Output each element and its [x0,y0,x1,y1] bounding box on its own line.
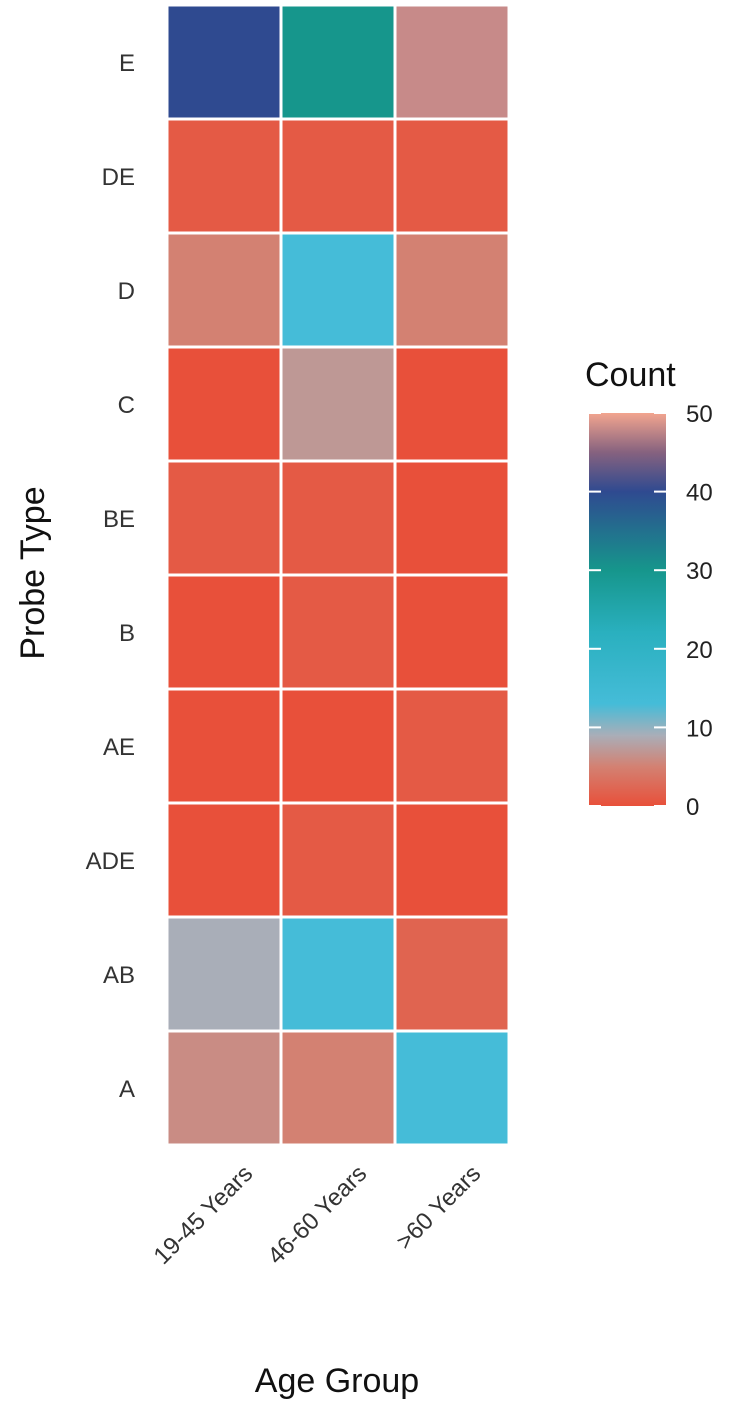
heatmap-cell [165,117,283,235]
legend-tick-label: 50 [686,401,713,428]
heatmap-cell [393,231,511,349]
color-legend: Count 0 10 20 30 40 50 [585,356,713,821]
heatmap-cell [279,687,397,805]
y-tick-label: BE [103,506,135,533]
legend-title: Count [585,356,676,394]
heatmap-cell [393,915,511,1033]
legend-tick-label: 20 [686,637,713,664]
y-tick-label: D [118,278,135,305]
legend-tick-label: 10 [686,715,713,742]
x-axis-title: Age Group [255,1362,419,1400]
y-tick-label: A [119,1076,135,1103]
heatmap-cell [165,345,283,463]
heatmap-cell [393,459,511,577]
heatmap-cell [279,117,397,235]
heatmap-cell [165,3,283,121]
heatmap-cell [165,801,283,919]
legend-tick-label: 0 [686,794,699,821]
heatmap-cell [279,345,397,463]
y-tick-label: B [119,620,135,647]
heatmap-cell [279,231,397,349]
heatmap-cell [393,573,511,691]
heatmap-cell [393,117,511,235]
x-tick-label: 46-60 Years [263,1160,373,1270]
heatmap-cell [393,345,511,463]
y-tick-label: C [118,392,135,419]
x-tick-labels: 19-45 Years 46-60 Years >60 Years [149,1160,487,1270]
heatmap-cell [165,573,283,691]
x-tick-label: 19-45 Years [149,1160,259,1270]
legend-tick-label: 30 [686,558,713,585]
y-tick-labels: E DE D C BE B AE ADE AB A [86,50,135,1103]
heatmap-cell [279,915,397,1033]
heatmap-cell [279,573,397,691]
heatmap-cell [393,687,511,805]
legend-ticks: 0 10 20 30 40 50 [589,401,713,821]
heatmap-cell [393,3,511,121]
legend-tick-label: 40 [686,480,713,507]
y-tick-label: ADE [86,848,135,875]
y-tick-label: E [119,50,135,77]
heatmap-cell [279,1029,397,1147]
y-tick-label: AB [103,962,135,989]
heatmap-cell [279,459,397,577]
y-axis-title: Probe Type [14,486,52,659]
heatmap-cell [393,1029,511,1147]
x-tick-label: >60 Years [391,1160,486,1255]
heatmap-cell [165,459,283,577]
heatmap-cell [165,915,283,1033]
heatmap-cell [279,3,397,121]
heatmap-cell [165,687,283,805]
legend-colorbar [589,413,666,806]
y-tick-label: AE [103,734,135,761]
heatmap-cells [165,3,511,1147]
heatmap-cell [279,801,397,919]
heatmap-cell [393,801,511,919]
heatmap-cell [165,231,283,349]
y-tick-label: DE [102,164,135,191]
heatmap-cell [165,1029,283,1147]
